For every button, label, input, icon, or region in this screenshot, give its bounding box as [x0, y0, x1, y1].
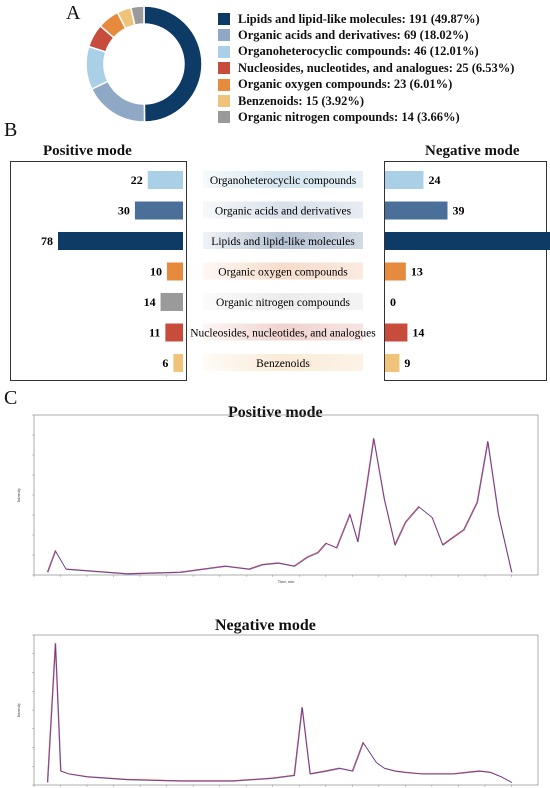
trace-red-0	[46, 438, 512, 574]
legend-swatch	[218, 62, 230, 75]
negative-bar-1	[385, 201, 448, 220]
positive-bar-1	[134, 201, 183, 220]
x-axis-label: Time, min	[278, 579, 295, 585]
category-label-bg-6	[203, 354, 363, 371]
negative-bar-box	[384, 161, 547, 381]
category-label-bg-1	[203, 201, 363, 219]
y-axis-label: Intensity	[16, 703, 21, 717]
positive-bar-value-5: 11	[149, 326, 160, 340]
legend-item-3: Nucleosides, nucleotides, and analogues:…	[218, 60, 514, 76]
legend-swatch	[218, 78, 230, 91]
pie-slice-1	[90, 80, 146, 123]
positive-mode-title: Positive mode	[43, 143, 132, 159]
panel-c-label: C	[4, 387, 18, 409]
category-label-3: Organic oxygen compounds	[218, 267, 348, 279]
negative-mode-title: Negative mode	[425, 143, 520, 159]
category-label-0: Organoheterocyclic compounds	[210, 175, 357, 187]
legend-label: Organic oxygen compounds: 23 (6.01%)	[238, 77, 453, 92]
legend-swatch	[218, 13, 230, 25]
trace-blue-0	[47, 438, 513, 575]
positive-bar-box	[10, 161, 187, 381]
negative-bar-value-4: 0	[390, 295, 396, 309]
category-label-4: Organic nitrogen compounds	[216, 297, 350, 309]
legend-label: Benzenoids: 15 (3.92%)	[238, 93, 365, 108]
positive-bar-4	[160, 293, 183, 311]
negative-bar-2	[385, 232, 550, 250]
legend-item-6: Organic nitrogen compounds: 14 (3.66%)	[218, 109, 460, 125]
trace-red-1	[46, 642, 512, 783]
category-label-6: Benzenoids	[256, 358, 310, 370]
category-label-5: Nucleosides, nucleotides, and analogues	[190, 328, 376, 340]
negative-bar-3	[385, 262, 406, 281]
legend-label: Organoheterocyclic compounds: 46 (12.01%…	[238, 44, 479, 59]
pie-slice-0	[143, 5, 203, 123]
legend-label: Nucleosides, nucleotides, and analogues:…	[238, 60, 515, 75]
pie-slice-6	[129, 5, 145, 26]
category-label-2: Lipids and lipid-like molecules	[211, 236, 355, 248]
legend-label: Organic nitrogen compounds: 14 (3.66%)	[238, 109, 460, 124]
chromatogram-frame-0	[33, 414, 539, 576]
positive-chromatogram-title: Positive mode	[228, 404, 323, 421]
category-label-bg-5	[203, 323, 363, 341]
negative-bar-value-1: 39	[453, 204, 465, 218]
trace-blue-1	[47, 643, 513, 784]
category-label-bg-2	[203, 232, 363, 249]
legend-label: Organic acids and derivatives: 69 (18.02…	[238, 27, 469, 42]
chromatogram-frame-1	[33, 634, 539, 786]
positive-bar-2	[58, 232, 183, 250]
positive-bar-0	[147, 171, 183, 189]
positive-bar-5	[165, 323, 183, 342]
positive-bar-value-2: 78	[41, 234, 53, 248]
legend-swatch	[218, 29, 230, 42]
positive-bar-value-1: 30	[118, 204, 130, 218]
donut-chart	[85, 5, 203, 123]
panel-b-label: B	[4, 119, 18, 141]
positive-bar-value-4: 14	[144, 295, 156, 309]
legend-item-2: Organoheterocyclic compounds: 46 (12.01%…	[218, 44, 479, 60]
legend-label: Lipids and lipid-like molecules: 191 (49…	[238, 11, 480, 26]
y-axis-label: Intensity	[16, 488, 21, 502]
negative-bar-value-0: 24	[428, 173, 440, 187]
category-bar-chart: 22 24 Organoheterocyclic compounds 30 39 Orga…	[41, 171, 550, 372]
legend-item-5: Benzenoids: 15 (3.92%)	[218, 93, 364, 109]
legend-item-1: Organic acids and derivatives: 69 (18.02…	[218, 27, 469, 43]
legend-swatch	[218, 45, 230, 58]
negative-bar-6	[385, 354, 400, 372]
legend-swatch	[218, 95, 230, 107]
positive-bar-value-0: 22	[131, 173, 143, 187]
positive-bar-3	[166, 262, 183, 281]
category-label-1: Organic acids and derivatives	[215, 206, 352, 218]
positive-bar-6	[173, 354, 183, 372]
pie-slice-2	[85, 45, 109, 91]
category-label-bg-0	[203, 171, 363, 188]
legend-swatch	[218, 111, 230, 124]
legend-item-4: Organic oxygen compounds: 23 (6.01%)	[218, 77, 452, 93]
negative-bar-value-6: 9	[404, 356, 410, 370]
negative-bar-0	[385, 171, 424, 189]
negative-bar-value-3: 13	[411, 265, 423, 279]
panel-a-label: A	[66, 2, 81, 24]
positive-bar-value-3: 10	[150, 265, 162, 279]
positive-bar-value-6: 6	[162, 356, 168, 370]
category-label-bg-3	[203, 262, 363, 280]
category-label-bg-4	[203, 293, 363, 310]
negative-bar-value-5: 14	[412, 326, 424, 340]
negative-chromatogram-title: Negative mode	[215, 617, 316, 634]
negative-bar-5	[385, 323, 408, 342]
legend-item-0: Lipids and lipid-like molecules: 191 (49…	[218, 11, 480, 27]
